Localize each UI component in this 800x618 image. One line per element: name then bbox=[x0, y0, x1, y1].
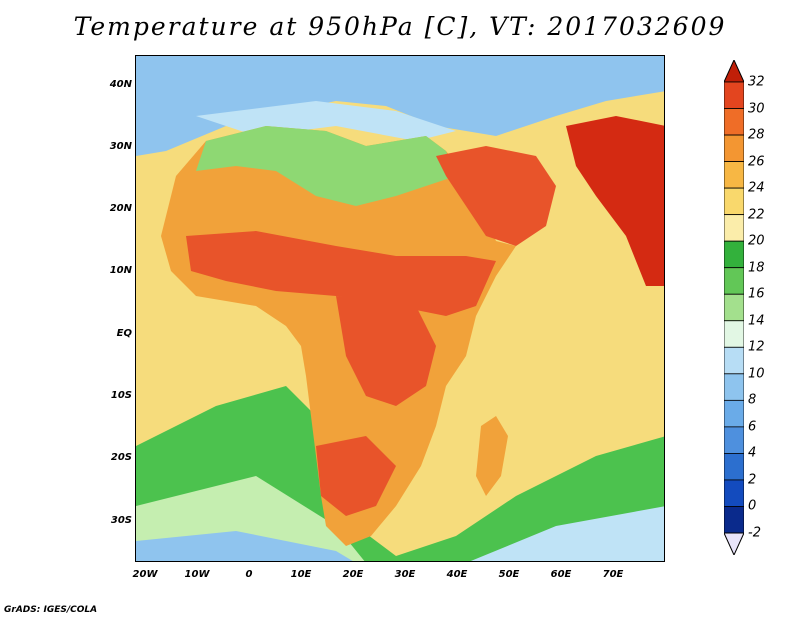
colorbar-label: 8 bbox=[748, 392, 757, 408]
temperature-map bbox=[135, 55, 665, 562]
temperature-field bbox=[136, 56, 664, 561]
colorbar-bottom-arrow bbox=[724, 532, 744, 555]
colorbar-box bbox=[724, 108, 744, 136]
colorbar-box bbox=[724, 479, 744, 507]
madagascar bbox=[476, 416, 508, 496]
colorbar-box bbox=[724, 506, 744, 534]
colorbar-box bbox=[724, 161, 744, 189]
sahel-hot-belt bbox=[186, 231, 496, 316]
colorbar-label: 0 bbox=[748, 498, 757, 514]
colorbar-label: -2 bbox=[748, 525, 761, 541]
colorbar-box bbox=[724, 453, 744, 481]
southern-ocean-blue bbox=[136, 531, 353, 561]
lon-label-10e: 10E bbox=[290, 569, 312, 580]
lat-label-10n: 10N bbox=[109, 265, 132, 276]
lon-label-60e: 60E bbox=[550, 569, 572, 580]
map-title: Temperature at 950hPa [C], VT: 201703260… bbox=[73, 12, 727, 41]
colorbar-label: 12 bbox=[748, 339, 765, 355]
colorbar-label: 10 bbox=[748, 366, 765, 382]
lat-label-10s: 10S bbox=[110, 390, 132, 401]
lat-label-20s: 20S bbox=[110, 452, 132, 463]
lat-label-30n: 30N bbox=[109, 141, 132, 152]
colorbar-box bbox=[724, 81, 744, 109]
central-africa-hot bbox=[336, 296, 436, 406]
colorbar-label: 6 bbox=[748, 419, 757, 435]
lon-label-10w: 10W bbox=[184, 569, 210, 580]
grads-credit: GrADS: IGES/COLA bbox=[4, 605, 98, 615]
colorbar-label: 4 bbox=[748, 445, 757, 461]
lon-label-20w: 20W bbox=[132, 569, 158, 580]
colorbar-box bbox=[724, 373, 744, 401]
colorbar-label: 22 bbox=[748, 207, 765, 223]
lon-label-40e: 40E bbox=[446, 569, 468, 580]
colorbar-box bbox=[724, 426, 744, 454]
north-africa-cool bbox=[196, 126, 456, 206]
lat-label-30s: 30S bbox=[110, 515, 132, 526]
colorbar bbox=[724, 60, 744, 555]
lon-label-70e: 70E bbox=[602, 569, 624, 580]
lat-label-eq: EQ bbox=[116, 328, 132, 339]
se-ocean-blue bbox=[470, 506, 664, 561]
lon-label-50e: 50E bbox=[498, 569, 520, 580]
colorbar-box bbox=[724, 320, 744, 348]
lon-label-0: 0 bbox=[245, 569, 253, 580]
colorbar-label: 18 bbox=[748, 260, 765, 276]
colorbar-box bbox=[724, 293, 744, 322]
lon-label-20e: 20E bbox=[342, 569, 364, 580]
lat-label-40n: 40N bbox=[109, 79, 132, 90]
africa-landmass bbox=[161, 126, 516, 546]
india-landmass bbox=[566, 116, 664, 286]
colorbar-box bbox=[724, 346, 744, 375]
colorbar-box bbox=[724, 214, 744, 242]
colorbar-boxes bbox=[724, 60, 744, 555]
colorbar-box bbox=[724, 134, 744, 162]
colorbar-label: 32 bbox=[748, 74, 765, 90]
colorbar-label: 28 bbox=[748, 127, 765, 143]
colorbar-label: 26 bbox=[748, 154, 765, 170]
colorbar-label: 30 bbox=[748, 101, 765, 117]
lat-label-20n: 20N bbox=[109, 203, 132, 214]
colorbar-box bbox=[724, 240, 744, 269]
colorbar-label: 20 bbox=[748, 233, 765, 249]
europe-cool-region bbox=[136, 56, 664, 156]
colorbar-label: 24 bbox=[748, 180, 765, 196]
arabia-landmass bbox=[436, 146, 556, 246]
colorbar-label: 14 bbox=[748, 313, 765, 329]
colorbar-label: 16 bbox=[748, 286, 765, 302]
colorbar-box bbox=[724, 187, 744, 216]
colorbar-box bbox=[724, 267, 744, 295]
colorbar-box bbox=[724, 399, 744, 428]
lon-label-30e: 30E bbox=[394, 569, 416, 580]
colorbar-label: 2 bbox=[748, 472, 757, 488]
southern-africa-hot bbox=[316, 436, 396, 516]
colorbar-top-arrow bbox=[724, 60, 744, 83]
